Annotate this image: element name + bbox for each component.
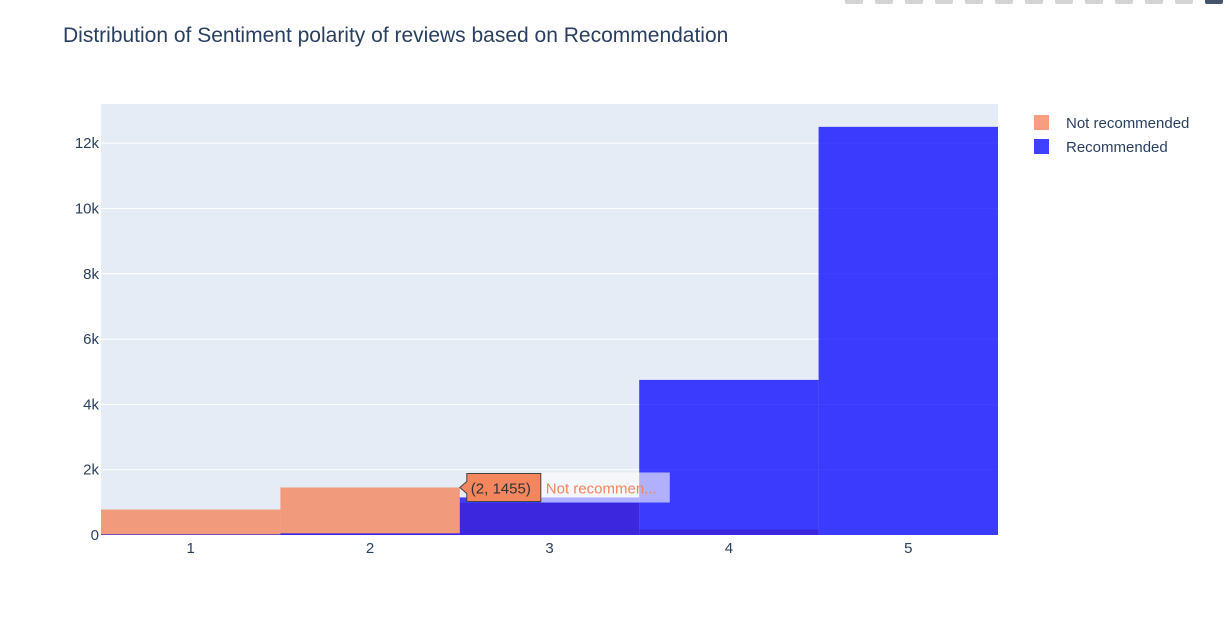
- autoscale-icon[interactable]: [1055, 0, 1073, 4]
- y-tick-label: 6k: [83, 331, 99, 348]
- camera-icon[interactable]: [845, 0, 863, 4]
- plotly-logo-icon[interactable]: [1205, 0, 1223, 4]
- y-tick-label: 12k: [75, 135, 100, 152]
- bar-recommended-3[interactable]: [459, 497, 640, 535]
- bar-not-recommended-1[interactable]: [101, 509, 281, 535]
- zoom-in-icon[interactable]: [995, 0, 1013, 4]
- bar-recommended-5[interactable]: [818, 126, 998, 535]
- bar-recommended-2[interactable]: [280, 533, 460, 535]
- legend: Not recommended Recommended: [1034, 115, 1189, 156]
- hover-closest-icon[interactable]: [1145, 0, 1163, 4]
- legend-swatch[interactable]: [1034, 115, 1049, 130]
- x-tick-label: 3: [545, 540, 553, 557]
- y-tick-label: 8k: [83, 266, 99, 283]
- y-tick-label: 4k: [83, 396, 99, 413]
- y-tick-label: 10k: [75, 200, 100, 217]
- x-tick-label: 5: [904, 540, 912, 557]
- y-axis: 0 2k 4k 6k 8k 10k 12k: [75, 135, 100, 544]
- hover-compare-icon[interactable]: [1175, 0, 1193, 4]
- x-tick-label: 2: [366, 540, 374, 557]
- x-tick-label: 1: [187, 540, 195, 557]
- tooltip-series-name: Not recommen...: [546, 480, 657, 497]
- bar-recommended-4[interactable]: [639, 379, 819, 535]
- lasso-icon[interactable]: [965, 0, 983, 4]
- bars-layer: [101, 126, 998, 535]
- chart-toolbar: [845, 0, 1223, 6]
- y-tick-label: 2k: [83, 462, 99, 479]
- legend-swatch[interactable]: [1034, 139, 1049, 154]
- zoom-out-icon[interactable]: [1025, 0, 1043, 4]
- bar-not-recommended-2[interactable]: [280, 487, 460, 535]
- tooltip-name-bg: [540, 472, 670, 503]
- reset-axes-icon[interactable]: [1085, 0, 1103, 4]
- box-select-icon[interactable]: [935, 0, 953, 4]
- chart-title: Distribution of Sentiment polarity of re…: [63, 24, 728, 47]
- tooltip-value: (2, 1455): [471, 480, 531, 497]
- bar-recommended-1[interactable]: [101, 534, 281, 535]
- y-tick-label: 0: [91, 527, 99, 544]
- legend-label[interactable]: Not recommended: [1066, 115, 1189, 132]
- pan-icon[interactable]: [905, 0, 923, 4]
- x-tick-label: 4: [725, 540, 733, 557]
- hover-tooltip: (2, 1455) Not recommen...: [459, 472, 670, 503]
- spike-lines-icon[interactable]: [1115, 0, 1133, 4]
- tooltip-box: [459, 472, 542, 502]
- legend-label[interactable]: Recommended: [1066, 139, 1168, 156]
- zoom-icon[interactable]: [875, 0, 893, 4]
- x-axis: 1 2 3 4 5: [187, 540, 913, 557]
